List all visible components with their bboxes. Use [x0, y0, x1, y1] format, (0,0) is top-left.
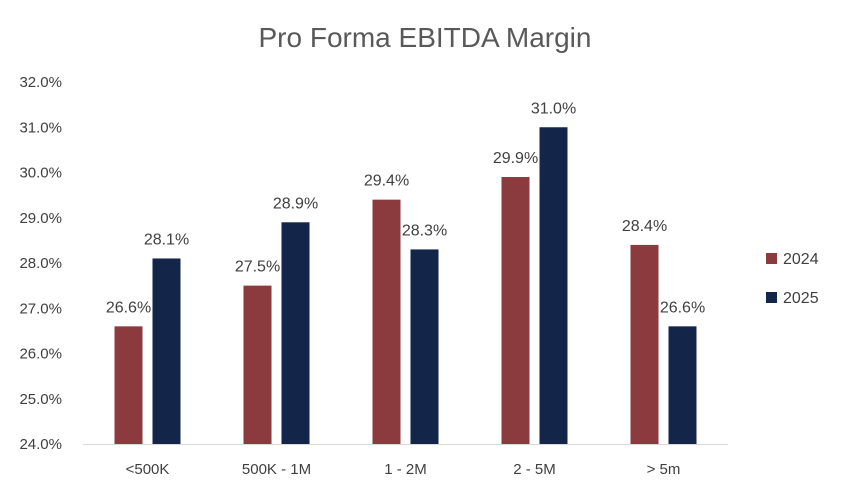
bar-2025-0 — [152, 258, 181, 444]
y-tick-label: 24.0% — [19, 436, 62, 453]
legend-swatch-2025 — [766, 292, 777, 303]
x-tick-label: 1 - 2M — [384, 461, 427, 478]
data-label: 28.1% — [144, 231, 189, 248]
x-tick-label: > 5m — [647, 461, 681, 478]
bar-2025-2 — [410, 249, 439, 444]
y-tick-label: 26.0% — [19, 346, 62, 363]
data-label: 29.4% — [364, 173, 409, 190]
bars — [114, 127, 697, 444]
y-tick-label: 27.0% — [19, 300, 62, 317]
bar-2024-4 — [630, 244, 659, 444]
bar-2025-4 — [668, 326, 697, 444]
x-tick-label: 2 - 5M — [513, 461, 556, 478]
y-axis: 24.0% 25.0% 26.0% 27.0% 28.0% 29.0% 30.0% 31.0%… — [19, 74, 62, 453]
bar-2025-1 — [281, 222, 310, 444]
legend-label: 2024 — [783, 251, 819, 268]
x-tick-label: <500K — [126, 461, 170, 478]
legend: 2024 2025 — [766, 251, 819, 307]
data-label: 29.9% — [493, 150, 538, 167]
legend-label: 2025 — [783, 290, 819, 307]
y-tick-label: 30.0% — [19, 165, 62, 182]
data-label: 28.9% — [273, 195, 318, 212]
y-tick-label: 32.0% — [19, 74, 62, 91]
bar-2024-0 — [114, 326, 143, 444]
data-label: 27.5% — [235, 259, 280, 276]
bar-2024-2 — [372, 199, 401, 444]
data-label: 28.3% — [402, 222, 447, 239]
legend-swatch-2024 — [766, 253, 777, 264]
data-labels: 26.6% 27.5% 29.4% 29.9% 28.4% 28.1% 28.9% 28.3%… — [106, 100, 705, 316]
data-label: 26.6% — [106, 299, 151, 316]
bar-2025-3 — [539, 127, 568, 444]
bar-2024-1 — [243, 285, 272, 444]
data-label: 26.6% — [660, 299, 705, 316]
y-tick-label: 29.0% — [19, 210, 62, 227]
y-tick-label: 28.0% — [19, 255, 62, 272]
bar-2024-3 — [501, 177, 530, 444]
chart-title: Pro Forma EBITDA Margin — [259, 22, 592, 53]
y-tick-label: 25.0% — [19, 391, 62, 408]
y-tick-label: 31.0% — [19, 119, 62, 136]
x-axis: <500K 500K - 1M 1 - 2M 2 - 5M > 5m — [83, 444, 728, 478]
data-label: 31.0% — [531, 100, 576, 117]
x-tick-label: 500K - 1M — [242, 461, 311, 478]
data-label: 28.4% — [622, 218, 667, 235]
